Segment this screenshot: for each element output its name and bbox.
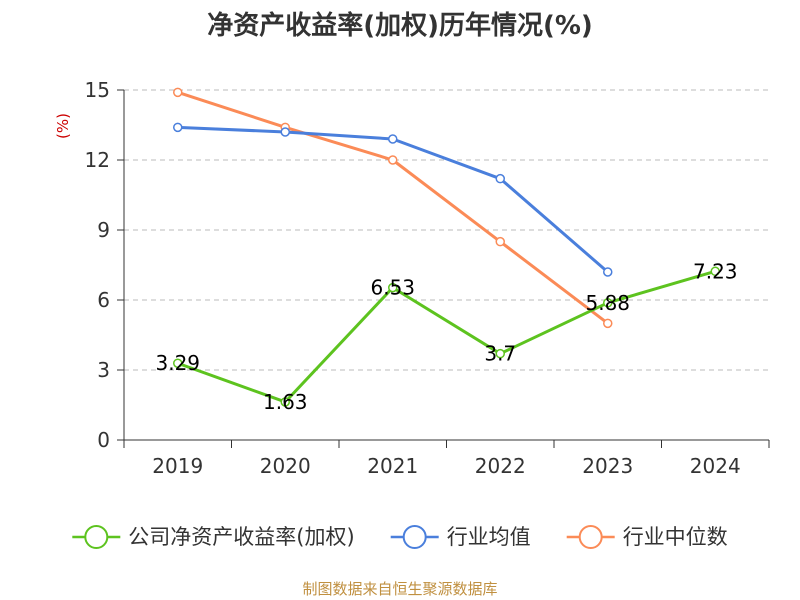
data-point (603, 298, 613, 308)
y-tick-label: 9 (97, 218, 110, 242)
x-tick-label: 2022 (475, 454, 526, 478)
data-point (173, 122, 183, 133)
y-tick-label: 3 (97, 358, 110, 382)
data-point (710, 266, 720, 277)
data-label: 3.29 (155, 351, 200, 375)
data-label: 6.53 (370, 276, 415, 300)
data-point (173, 358, 183, 368)
data-point (388, 282, 398, 293)
legend-marker-swatch (84, 525, 109, 549)
source-note: 制图数据来自恒生聚源数据库 (302, 580, 497, 598)
y-axis-label: (%) (54, 113, 72, 139)
data-label-layer: 3.29 1.63 6.53 3.7 5.88 7.23 (155, 259, 737, 414)
legend-label: 行业中位数 (623, 525, 728, 549)
y-tick-label: 0 (97, 428, 110, 452)
grid-layer (124, 89, 769, 371)
legend-item: 行业均值 (390, 525, 531, 549)
x-tick-label: 2024 (690, 454, 741, 478)
x-tick-label: 2021 (367, 454, 418, 478)
data-point (280, 127, 290, 137)
data-label: 1.63 (263, 390, 308, 414)
data-point (388, 134, 398, 144)
x-tick-label: 2023 (582, 454, 633, 478)
axis-layer: 0 3 6 9 12 15 2019 2020 2021 2022 2023 2024 (85, 78, 770, 478)
data-label: 5.88 (585, 291, 630, 315)
legend-item: 行业中位数 (566, 525, 728, 549)
data-point (173, 87, 183, 98)
chart-title: 净资产收益率(加权)历年情况(%) (207, 10, 593, 41)
data-point (603, 318, 613, 329)
y-tick-label: 15 (85, 78, 110, 102)
legend-marker-swatch (578, 525, 603, 549)
y-tick-label: 12 (85, 148, 110, 172)
legend-item: 公司净资产收益率(加权) (72, 525, 355, 549)
y-tick-label: 6 (97, 288, 110, 312)
data-point (495, 236, 505, 247)
legend-marker-swatch (402, 525, 427, 549)
data-point (495, 348, 505, 359)
series-line (176, 269, 717, 404)
series-layer (173, 87, 720, 407)
series-line (176, 125, 610, 274)
legend-label: 公司净资产收益率(加权) (128, 525, 354, 549)
data-point (603, 267, 613, 277)
x-tick-label: 2019 (152, 454, 203, 478)
legend: 公司净资产收益率(加权) 行业均值 行业中位数 (72, 525, 728, 549)
x-tick-label: 2020 (260, 454, 311, 478)
data-point (280, 397, 290, 407)
data-label: 7.23 (693, 259, 738, 283)
legend-label: 行业均值 (447, 525, 531, 549)
data-point (495, 173, 505, 184)
data-point (388, 155, 398, 165)
data-label: 3.7 (484, 342, 516, 366)
